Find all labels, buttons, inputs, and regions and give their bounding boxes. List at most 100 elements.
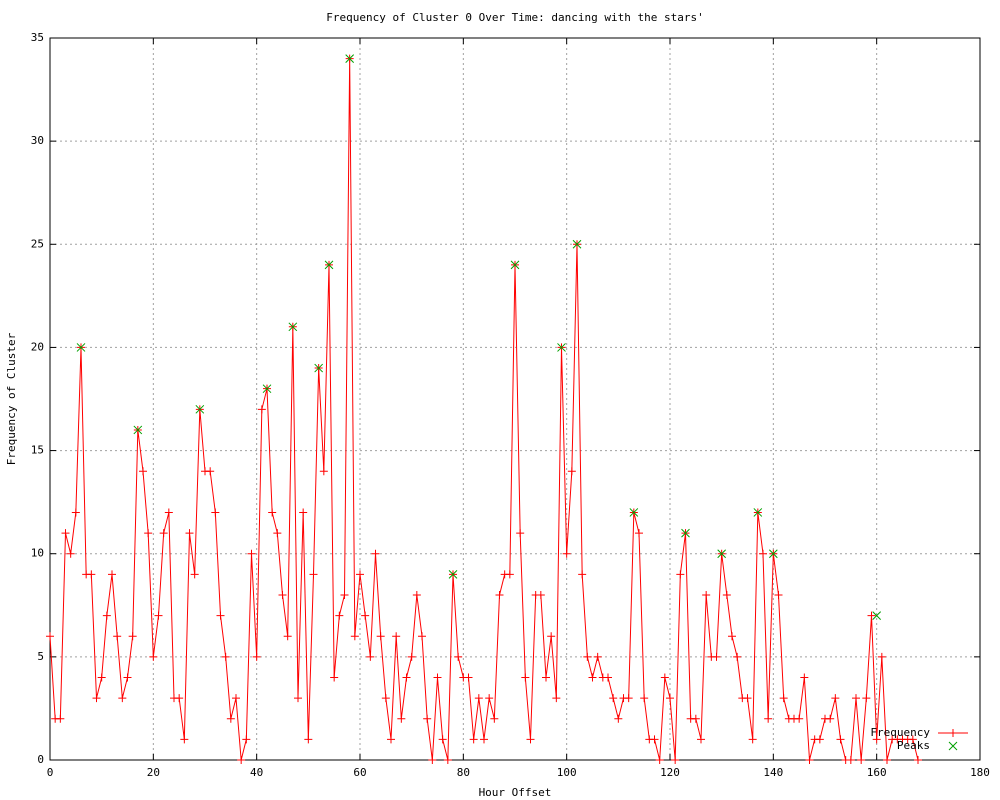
data-point	[588, 673, 597, 682]
data-point	[356, 570, 364, 579]
data-point	[862, 694, 871, 703]
legend-label: Frequency	[870, 726, 930, 739]
data-point	[211, 508, 220, 517]
data-point	[660, 673, 669, 682]
data-point	[542, 673, 550, 682]
data-point	[567, 467, 576, 476]
series-line	[49, 58, 919, 761]
data-point	[206, 467, 215, 476]
data-point	[66, 549, 75, 558]
data-point	[815, 735, 824, 744]
y-tick-label: 20	[31, 340, 44, 353]
data-point	[681, 528, 690, 538]
data-point	[676, 570, 685, 579]
data-point	[392, 632, 401, 641]
data-point	[697, 735, 705, 744]
data-point	[278, 590, 287, 599]
data-point	[712, 652, 721, 661]
data-point	[914, 756, 922, 764]
data-point	[469, 735, 478, 744]
data-point	[128, 632, 137, 641]
data-point	[480, 735, 488, 744]
legend-label: Peaks	[897, 739, 930, 752]
data-point	[883, 756, 891, 764]
data-point	[604, 673, 612, 682]
data-point	[722, 590, 731, 599]
data-point	[61, 529, 70, 538]
data-point	[76, 343, 86, 352]
data-point	[552, 694, 561, 703]
plot-border	[49, 37, 981, 761]
data-point	[185, 529, 194, 538]
data-point	[335, 611, 344, 620]
data-point	[448, 569, 458, 579]
data-point	[149, 652, 158, 661]
data-point	[464, 673, 473, 682]
data-point	[877, 652, 886, 661]
data-point	[759, 549, 767, 558]
data-point	[330, 673, 339, 682]
data-point	[872, 735, 881, 744]
y-tick-label: 5	[37, 650, 44, 663]
data-point	[376, 632, 385, 641]
data-point	[495, 590, 504, 599]
data-point	[852, 694, 860, 703]
data-point	[87, 570, 96, 579]
data-point	[350, 632, 359, 641]
data-point	[743, 694, 752, 703]
data-point	[340, 590, 349, 599]
data-point	[361, 611, 370, 620]
x-axis-label: Hour Offset	[479, 786, 552, 799]
data-point	[795, 714, 804, 723]
x-tick-label: 40	[250, 766, 263, 779]
data-point	[345, 54, 355, 63]
data-point	[557, 343, 566, 352]
data-point	[666, 694, 674, 703]
data-point	[56, 714, 65, 723]
data-point	[635, 529, 643, 538]
data-point	[614, 714, 623, 723]
data-point	[671, 756, 680, 764]
data-point	[216, 611, 225, 620]
data-point	[454, 652, 463, 661]
x-tick-label: 180	[970, 766, 990, 779]
data-point	[578, 570, 587, 579]
data-point	[273, 529, 282, 538]
data-point	[490, 714, 499, 723]
data-point	[609, 694, 618, 703]
legend-marker	[948, 741, 958, 751]
data-point	[221, 652, 230, 661]
x-tick-label: 120	[660, 766, 680, 779]
data-point	[583, 652, 592, 661]
data-point	[521, 673, 530, 682]
data-point	[423, 714, 432, 723]
data-point	[402, 673, 411, 682]
data-point	[46, 632, 54, 641]
y-tick-label: 15	[31, 444, 44, 457]
data-point	[702, 590, 711, 599]
data-point	[536, 590, 545, 599]
data-point	[474, 694, 483, 703]
data-point	[753, 508, 763, 517]
data-point	[691, 714, 700, 723]
data-point	[748, 735, 757, 744]
data-point	[257, 405, 266, 414]
data-point	[314, 363, 324, 373]
data-point	[71, 508, 80, 517]
data-point	[505, 570, 514, 579]
data-point	[252, 652, 261, 661]
data-point	[805, 756, 814, 764]
data-point	[237, 756, 246, 764]
data-point	[867, 611, 876, 620]
data-point	[294, 694, 302, 703]
data-point	[387, 735, 395, 744]
data-point	[268, 508, 277, 517]
data-point	[572, 239, 582, 249]
data-point	[510, 260, 520, 270]
data-point	[774, 590, 783, 599]
data-point	[655, 756, 664, 764]
data-point	[123, 673, 132, 682]
data-point	[288, 322, 298, 332]
data-point	[433, 673, 442, 682]
x-tick-label: 60	[353, 766, 366, 779]
